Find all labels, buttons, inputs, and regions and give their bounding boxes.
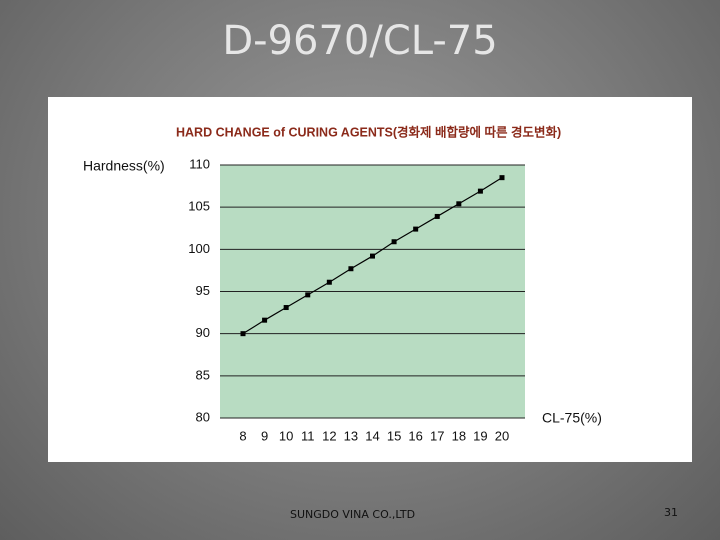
x-tick-label: 9: [261, 428, 268, 443]
x-tick-label: 14: [365, 428, 379, 443]
x-tick-label: 20: [495, 428, 509, 443]
data-point: [413, 226, 419, 232]
x-tick-label: 10: [279, 428, 293, 443]
x-tick-label: 13: [344, 428, 358, 443]
x-tick-label: 11: [301, 428, 315, 443]
x-tick-label: 16: [408, 428, 422, 443]
x-tick-label: 18: [452, 428, 466, 443]
data-point: [456, 201, 462, 207]
page-number: 31: [664, 506, 678, 519]
data-point: [499, 175, 505, 181]
data-point: [348, 266, 354, 272]
x-tick-label: 15: [387, 428, 401, 443]
data-point: [477, 188, 483, 194]
data-point: [305, 292, 311, 298]
x-axis-label: CL-75(%): [542, 410, 602, 426]
y-tick-label: 90: [196, 325, 210, 340]
y-tick-label: 80: [196, 409, 210, 424]
chart: HARD CHANGE of CURING AGENTS(경화제 배합량에 따른…: [83, 124, 602, 443]
y-tick-label: 105: [188, 199, 210, 214]
x-tick-label: 12: [322, 428, 336, 443]
x-tick-label: 8: [239, 428, 246, 443]
footer-company: SUNGDO VINA CO.,LTD: [290, 508, 416, 521]
slide-title: D-9670/CL-75: [222, 18, 498, 64]
data-point: [283, 305, 289, 311]
y-tick-label: 100: [188, 241, 210, 256]
x-tick-label: 17: [430, 428, 444, 443]
y-tick-label: 110: [189, 156, 210, 171]
y-tick-label: 85: [196, 367, 210, 382]
data-point: [370, 253, 375, 259]
data-point: [434, 213, 440, 219]
data-point: [326, 279, 332, 285]
x-tick-label: 19: [473, 428, 487, 443]
data-point: [262, 317, 268, 323]
data-point: [391, 239, 397, 245]
chart-title: HARD CHANGE of CURING AGENTS(경화제 배합량에 따른…: [176, 124, 561, 139]
y-axis-label: Hardness(%): [83, 158, 165, 174]
y-tick-label: 95: [196, 283, 210, 298]
data-point: [240, 331, 246, 337]
chart-panel: HARD CHANGE of CURING AGENTS(경화제 배합량에 따른…: [48, 97, 692, 462]
